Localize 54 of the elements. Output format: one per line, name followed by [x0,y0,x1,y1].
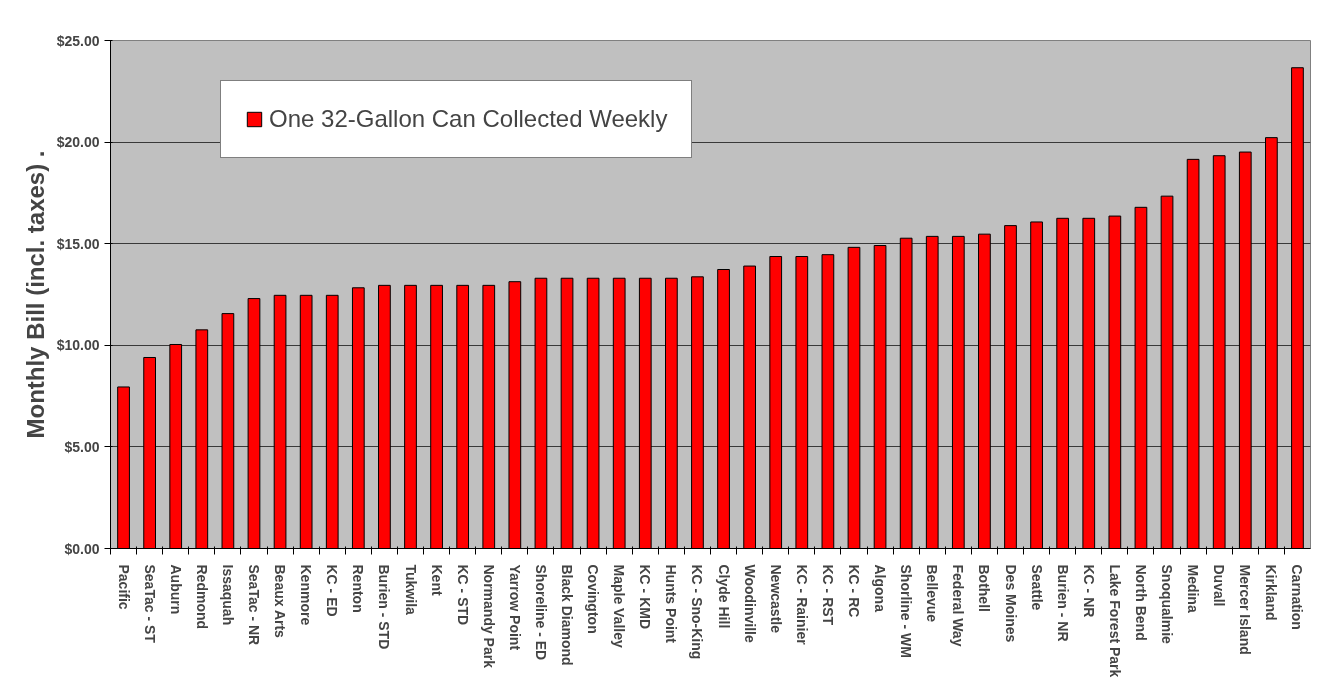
x-tick-label: KC - RST [819,564,836,626]
x-tick-label: Normandy Park [480,564,497,669]
y-tick-label: $25.00 [56,32,100,49]
x-tick-label: Seattle [1028,564,1045,611]
x-tick-label: Issaquah [219,564,236,626]
x-tick-label: KC - ED [324,564,341,617]
x-tick-label: Redmond [193,564,210,630]
y-tick-label: $10.00 [56,337,100,354]
x-tick-label: Newcastle [767,564,784,634]
x-tick-label: KC - RC [845,564,862,618]
x-tick-label: Tukwila [402,564,419,616]
x-tick-label: Kent [428,564,445,596]
legend-label: One 32-Gallon Can Collected Weekly [269,105,668,133]
x-tick-label: Shoreline - ED [532,564,549,661]
y-tick-label: $5.00 [64,438,100,455]
x-tick-label: Duvall [1211,564,1228,607]
x-tick-label: KC - NR [1080,564,1097,618]
x-tick-label: Snoqualmie [1159,564,1176,645]
x-tick-label: Renton [350,564,367,613]
x-tick-label: Maple Valley [611,564,628,648]
x-tick-label: Yarrow Point [506,564,523,651]
x-tick-label: Federal Way [950,564,967,647]
x-tick-label: Auburn [167,564,184,615]
x-tick-label: Burien - NR [1054,564,1071,642]
y-axis-title: Monthly Bill (incl. taxes) . [21,150,49,439]
x-tick-label: KC - STD [454,564,471,626]
x-tick-label: Woodinville [741,564,758,644]
x-tick-label: KC - Rainier [793,564,810,646]
x-tick-label: Clyde Hill [715,564,732,629]
y-tick-label: $20.00 [56,134,100,151]
x-tick-label: KC - KMD [637,564,654,630]
x-tick-label: Kenmore [298,564,315,626]
y-tick-label: $0.00 [64,540,100,557]
x-tick-label: Lake Forest Park [1106,564,1123,678]
x-tick-label: SeaTac - NR [245,564,262,646]
y-tick-label: $15.00 [56,235,100,252]
x-tick-label: Beaux Arts [272,564,289,639]
x-tick-label: Des Moines [1002,564,1019,643]
x-tick-label: Mercer Island [1237,564,1254,655]
x-tick-label: Bellevue [924,564,941,623]
x-tick-label: Covington [585,564,602,634]
x-tick-label: Black Diamond [559,564,576,666]
x-tick-label: Kirkland [1263,564,1280,621]
x-tick-label: North Bend [1132,564,1149,641]
x-tick-label: Bothell [976,564,993,612]
x-tick-label: KC - Sno-King [689,564,706,660]
x-tick-label: SeaTac - ST [141,564,158,644]
x-tick-label: Algona [872,564,889,613]
x-tick-label: Shorline - WM [898,564,915,658]
x-tick-label: Carnation [1289,564,1306,630]
x-tick-label: Hunts Point [663,564,680,644]
x-tick-label: Medina [1185,564,1202,613]
x-tick-label: Pacific [115,564,132,610]
x-tick-label: Burien - STD [376,564,393,650]
